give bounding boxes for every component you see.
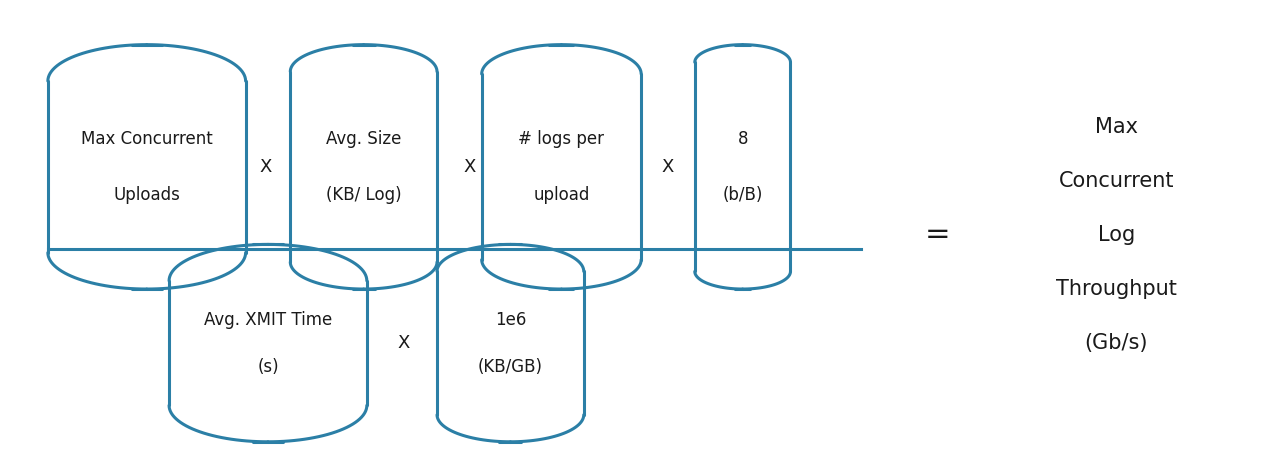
Text: (s): (s) <box>258 358 278 376</box>
Text: Max: Max <box>1095 117 1138 137</box>
Text: Concurrent: Concurrent <box>1059 171 1174 191</box>
Text: upload: upload <box>533 186 590 204</box>
Text: X: X <box>661 158 674 176</box>
Text: Log: Log <box>1097 225 1136 245</box>
Text: (KB/ Log): (KB/ Log) <box>325 186 402 204</box>
Text: 1e6: 1e6 <box>495 311 526 329</box>
Text: Avg. XMIT Time: Avg. XMIT Time <box>204 311 332 329</box>
Text: (b/B): (b/B) <box>722 186 763 204</box>
Text: Uploads: Uploads <box>114 186 180 204</box>
Text: Throughput: Throughput <box>1057 279 1176 299</box>
Text: =: = <box>925 220 951 250</box>
Text: (KB/GB): (KB/GB) <box>478 358 542 376</box>
Text: X: X <box>397 334 410 352</box>
Text: Avg. Size: Avg. Size <box>325 130 402 148</box>
Text: 8: 8 <box>738 130 748 148</box>
Text: Max Concurrent: Max Concurrent <box>80 130 213 148</box>
Text: X: X <box>259 158 272 176</box>
Text: # logs per: # logs per <box>518 130 605 148</box>
Text: X: X <box>463 158 476 176</box>
Text: (Gb/s): (Gb/s) <box>1085 333 1148 353</box>
